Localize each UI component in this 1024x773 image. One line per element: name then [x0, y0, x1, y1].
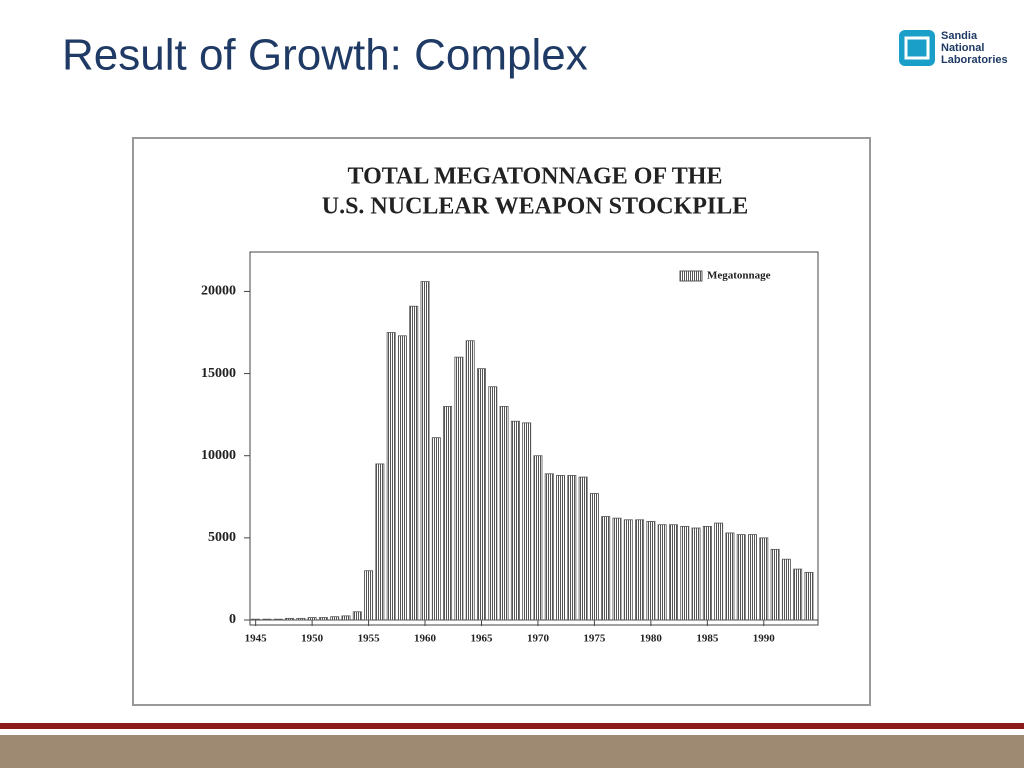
- bar: [510, 420, 520, 621]
- bar: [657, 524, 667, 621]
- x-tick-label: 1950: [301, 633, 324, 645]
- bar: [612, 517, 622, 621]
- logo-text: Sandia: [941, 30, 978, 42]
- bar: [296, 617, 306, 621]
- x-tick-label: 1955: [358, 633, 381, 645]
- logo-text: National: [941, 42, 984, 54]
- bar: [397, 335, 407, 621]
- x-tick-label: 1980: [640, 633, 663, 645]
- y-tick-label: 5000: [208, 530, 236, 545]
- bar: [748, 534, 757, 621]
- bar: [522, 422, 532, 621]
- bar: [793, 568, 803, 621]
- logo-glyph: [904, 36, 930, 60]
- x-tick-label: 1990: [753, 633, 776, 645]
- bar: [409, 305, 419, 621]
- bar: [781, 558, 791, 621]
- bar: [635, 519, 645, 621]
- bar: [804, 571, 814, 621]
- legend-label: Megatonnage: [707, 270, 771, 282]
- bar: [386, 332, 396, 621]
- bar: [578, 476, 588, 621]
- bar: [589, 493, 599, 621]
- x-tick-label: 1970: [527, 633, 550, 645]
- logo: Sandia National Laboratories: [899, 30, 1008, 66]
- bar: [714, 522, 724, 621]
- bar: [262, 618, 272, 621]
- y-tick-label: 10000: [201, 448, 236, 463]
- bar: [533, 455, 543, 621]
- bar: [556, 475, 566, 621]
- bar: [465, 340, 475, 621]
- bar: [601, 516, 611, 621]
- bar: [330, 616, 340, 621]
- bar: [318, 617, 328, 621]
- plot-area: [249, 251, 819, 626]
- logo-icon: [899, 30, 935, 66]
- bar: [623, 519, 633, 621]
- bar: [668, 524, 678, 621]
- bar: [477, 368, 486, 621]
- x-tick-label: 1945: [245, 633, 268, 645]
- x-tick-label: 1965: [470, 633, 493, 645]
- slide-title: Result of Growth: Complex: [62, 31, 588, 80]
- bar: [285, 617, 294, 621]
- bar: [544, 473, 554, 621]
- bar: [680, 525, 690, 621]
- bar: [736, 534, 746, 621]
- x-tick-label: 1960: [414, 633, 437, 645]
- chart-title: U.S. NUCLEAR WEAPON STOCKPILE: [322, 194, 749, 220]
- x-tick-label: 1985: [696, 633, 719, 645]
- bar: [273, 618, 283, 621]
- bar: [352, 611, 362, 621]
- bar: [646, 521, 656, 621]
- bar: [251, 618, 261, 621]
- bar: [725, 532, 735, 621]
- bar: [364, 570, 374, 621]
- bar: [759, 537, 769, 621]
- bar: [443, 406, 453, 621]
- bar: [431, 437, 441, 621]
- y-tick-label: 0: [229, 612, 236, 627]
- bar: [420, 281, 430, 621]
- bar: [307, 617, 317, 621]
- bar: [770, 548, 780, 621]
- legend-swatch: [679, 270, 703, 282]
- footer-band: [0, 735, 1024, 768]
- bar: [454, 356, 464, 621]
- bar: [499, 406, 509, 621]
- bar: [341, 615, 351, 621]
- x-tick-label: 1975: [583, 633, 606, 645]
- bar: [567, 475, 577, 621]
- logo-text: Laboratories: [941, 54, 1008, 66]
- y-tick-label: 15000: [201, 366, 236, 381]
- y-tick-label: 20000: [201, 284, 236, 299]
- footer-line: [0, 723, 1024, 729]
- bar: [702, 525, 712, 621]
- chart-title: TOTAL MEGATONNAGE OF THE: [348, 164, 723, 190]
- bar: [375, 463, 385, 621]
- bar: [691, 527, 701, 621]
- bar: [488, 386, 498, 621]
